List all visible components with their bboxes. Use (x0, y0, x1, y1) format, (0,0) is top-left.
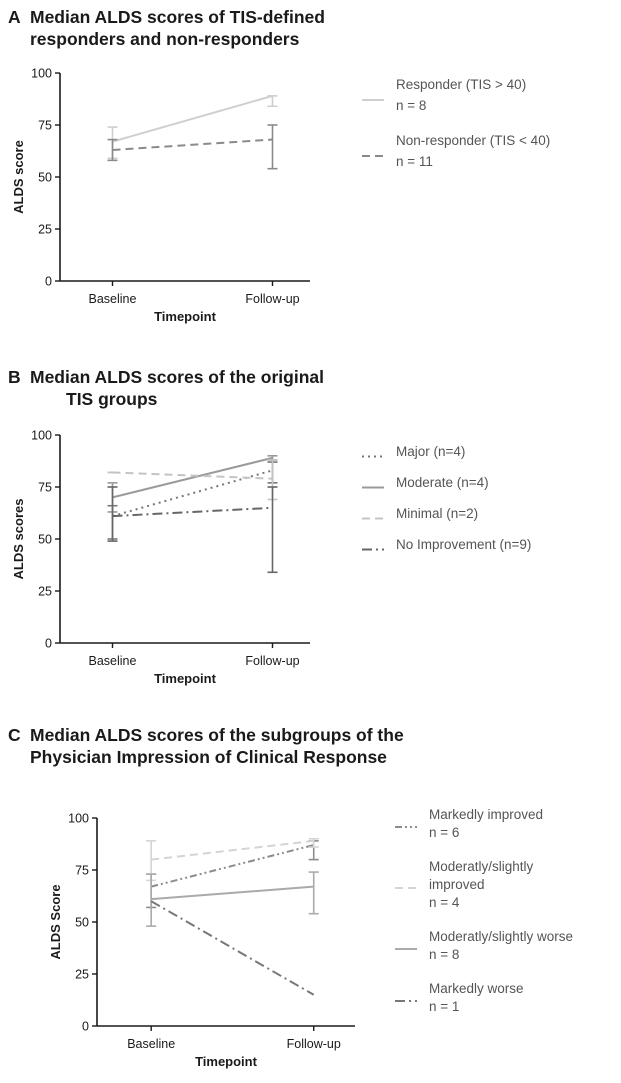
y-tick-label: 75 (38, 119, 52, 133)
y-tick-label: 75 (38, 481, 52, 495)
panel-a-title-line-2: responders and non-responders (30, 29, 300, 49)
series-line (112, 138, 273, 151)
legend-label: Moderatly/slightly worse (429, 929, 573, 944)
legend-label: No Improvement (n=9) (396, 537, 531, 552)
y-tick-label: 0 (45, 275, 52, 289)
x-tick-label: Baseline (127, 1037, 175, 1051)
panel-c: C Median ALDS scores of the subgroups of… (0, 718, 621, 1083)
y-tick-label: 25 (38, 223, 52, 237)
panel-a-title-line-1: Median ALDS scores of TIS-defined (30, 7, 325, 27)
y-tick-label: 25 (75, 968, 89, 982)
legend-label: Minimal (n=2) (396, 506, 478, 521)
series-line (112, 506, 273, 518)
series-line (151, 839, 314, 861)
legend-label: Markedly worse (429, 981, 524, 996)
x-axis-title: Timepoint (154, 309, 217, 324)
legend-label: Major (n=4) (396, 444, 465, 459)
y-tick-label: 100 (31, 67, 52, 81)
legend-label: Moderate (n=4) (396, 475, 489, 490)
legend-label: n = 6 (429, 825, 459, 840)
legend-label: n = 8 (396, 98, 426, 113)
panel-c-letter: C (8, 725, 21, 745)
series-line (112, 94, 273, 143)
y-tick-label: 50 (38, 533, 52, 547)
x-axis-title: Timepoint (195, 1054, 258, 1069)
legend-label: Markedly improved (429, 807, 543, 822)
chart-c: 0 25 50 75 100 Baseline Follow-up Timepoint ALDS… (48, 807, 573, 1069)
legend-label: n = 11 (396, 154, 433, 169)
chart-a: 0 25 50 75 100 Baseline Follow-up Timepoint ALDS… (11, 67, 550, 325)
legend-label: Responder (TIS > 40) (396, 77, 526, 92)
legend-label: improved (429, 877, 485, 892)
panel-b-title-line-2: TIS groups (66, 389, 158, 409)
y-axis-title: ALDS scores (11, 499, 26, 580)
panel-b: B Median ALDS scores of the original TIS… (0, 360, 621, 710)
y-tick-label: 25 (38, 585, 52, 599)
panel-a-letter: A (8, 7, 21, 27)
y-axis-title: ALDS score (11, 140, 26, 214)
y-tick-label: 100 (68, 812, 89, 826)
y-tick-label: 100 (31, 429, 52, 443)
legend-label: n = 1 (429, 999, 459, 1014)
legend-label: n = 8 (429, 947, 459, 962)
series-line (112, 471, 273, 480)
panel-b-letter: B (8, 367, 21, 387)
legend-label: Non-responder (TIS < 40) (396, 133, 550, 148)
panel-b-title-line-1: Median ALDS scores of the original (30, 367, 324, 387)
series-line (150, 844, 314, 888)
series-line (151, 885, 314, 901)
panel-c-title-line-1: Median ALDS scores of the subgroups of t… (30, 725, 404, 745)
panel-c-title-line-2: Physician Impression of Clinical Respons… (30, 747, 387, 767)
y-tick-label: 50 (75, 916, 89, 930)
x-axis-title: Timepoint (154, 671, 217, 686)
y-tick-label: 75 (75, 864, 89, 878)
x-tick-label: Baseline (89, 292, 137, 306)
y-tick-label: 0 (82, 1020, 89, 1034)
x-tick-label: Follow-up (287, 1037, 341, 1051)
x-tick-label: Baseline (89, 654, 137, 668)
series-line (150, 900, 315, 996)
panel-a: A Median ALDS scores of TIS-defined resp… (0, 0, 621, 345)
y-tick-label: 50 (38, 171, 52, 185)
x-tick-label: Follow-up (245, 292, 299, 306)
legend-label: n = 4 (429, 895, 460, 910)
y-tick-label: 0 (45, 637, 52, 651)
y-axis-title: ALDS Score (48, 884, 63, 959)
legend-label: Moderatly/slightly (429, 859, 534, 874)
series-line (112, 456, 273, 499)
chart-b: 0 25 50 75 100 Baseline Follow-up Timepoint ALDS… (11, 429, 531, 687)
x-tick-label: Follow-up (245, 654, 299, 668)
